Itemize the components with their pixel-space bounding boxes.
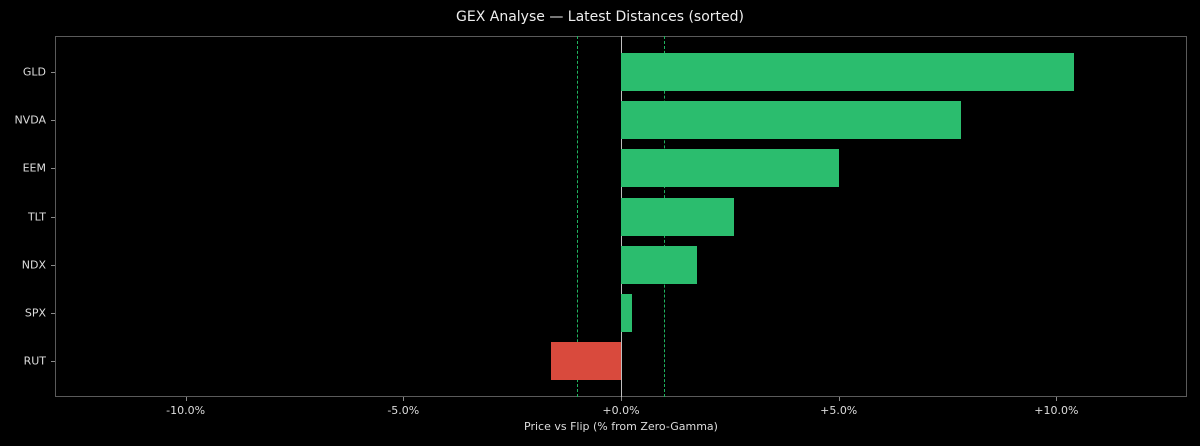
x-tick-label: +0.0%: [602, 404, 640, 417]
bar-ndx: [621, 245, 698, 284]
bar-spx: [621, 294, 632, 332]
bar-gld: [621, 53, 1074, 91]
y-tick: [51, 264, 55, 266]
x-tick: [403, 397, 405, 401]
y-tick-label: EEM: [22, 161, 46, 175]
y-tick: [51, 313, 55, 314]
y-tick: [51, 72, 55, 73]
y-tick: [51, 168, 55, 170]
x-tick-label: +5.0%: [820, 404, 858, 417]
bar-eem: [621, 149, 839, 188]
y-tick: [51, 361, 55, 363]
bar-nvda: [621, 101, 961, 140]
y-tick: [51, 120, 55, 122]
chart-title: GEX Analyse — Latest Distances (sorted): [456, 9, 744, 25]
x-tick-label: +10.0%: [1034, 404, 1079, 417]
x-tick: [185, 397, 187, 401]
y-tick-label: GLD: [22, 65, 46, 79]
x-tick: [1056, 397, 1058, 401]
y-tick-label: SPX: [24, 306, 46, 320]
x-tick-label: -5.0%: [387, 404, 420, 417]
x-tick-label: -10.0%: [166, 404, 206, 417]
bar-tlt: [621, 197, 735, 236]
bar-rut: [551, 342, 621, 381]
x-tick: [838, 397, 840, 401]
threshold-line: [576, 36, 578, 397]
y-tick-label: RUT: [23, 354, 46, 368]
x-tick: [621, 397, 622, 401]
y-tick: [51, 216, 55, 218]
y-tick-label: NVDA: [14, 113, 46, 127]
x-axis-label: Price vs Flip (% from Zero-Gamma): [524, 420, 718, 433]
y-tick-label: NDX: [21, 258, 46, 272]
y-tick-label: TLT: [27, 210, 46, 224]
